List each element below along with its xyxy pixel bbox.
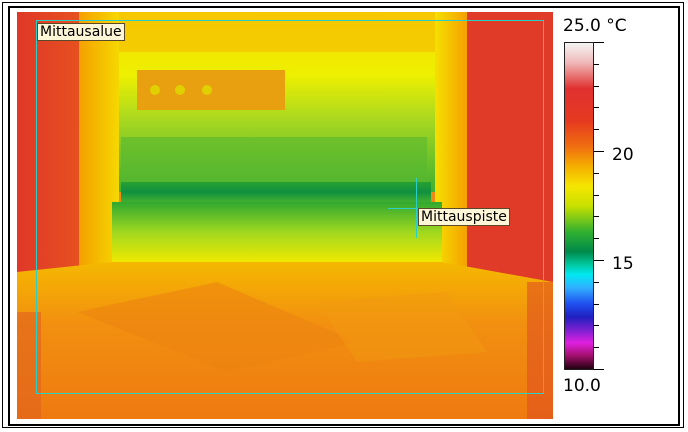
colorbar-tick (594, 86, 599, 87)
scale-tick-15: 15 (612, 254, 634, 274)
measurement-spot-crosshair[interactable] (388, 178, 440, 238)
colorbar-tick (594, 64, 599, 65)
colorbar-tick (594, 107, 599, 108)
colorbar-tick (594, 282, 599, 283)
colorbar-tick (594, 238, 599, 239)
colorbar-tick (594, 42, 604, 43)
colorbar-tick (594, 347, 599, 348)
colorbar-tick (594, 369, 604, 370)
measurement-spot-label: Mittauspiste (418, 208, 510, 226)
colorbar-tick (594, 325, 599, 326)
image-frame-outer (2, 2, 684, 428)
measurement-area-outline[interactable] (36, 20, 544, 394)
colorbar-ticks (594, 42, 606, 370)
image-frame-inner (8, 6, 680, 426)
colorbar-tick (594, 216, 599, 217)
scale-max-label: 25.0 °C (563, 16, 627, 36)
colorbar-tick (594, 304, 599, 305)
temperature-colorbar (564, 42, 594, 370)
scale-min-label: 10.0 (563, 376, 601, 396)
colorbar-tick (594, 129, 599, 130)
scale-tick-20: 20 (612, 145, 634, 165)
colorbar-tick (594, 173, 599, 174)
colorbar-tick (594, 195, 599, 196)
colorbar-tick (594, 151, 604, 152)
colorbar-tick (594, 260, 604, 261)
measurement-area-label: Mittausalue (37, 23, 125, 41)
